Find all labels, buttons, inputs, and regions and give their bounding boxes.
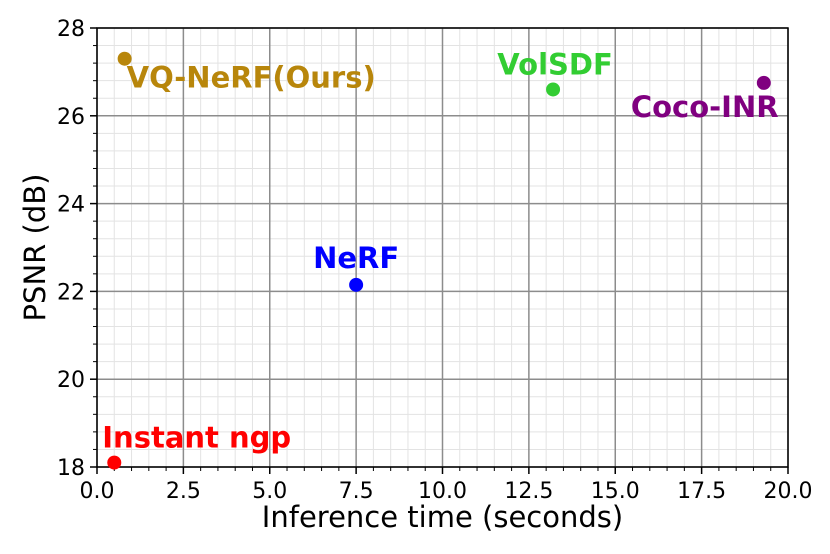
point-labels: VQ-NeRF(Ours) VolSDF Coco-INR NeRF Instant n… bbox=[102, 47, 778, 454]
data-point bbox=[546, 82, 561, 97]
point-label: NeRF bbox=[313, 241, 399, 275]
data-point bbox=[349, 277, 364, 292]
y-tick-label: 28 bbox=[57, 17, 85, 42]
data-point bbox=[107, 455, 122, 470]
y-tick-labels: 18 20 22 24 26 28 bbox=[57, 17, 85, 481]
data-point bbox=[117, 51, 132, 66]
point-label: Coco-INR bbox=[631, 90, 779, 124]
x-tick-label: 7.5 bbox=[339, 479, 374, 504]
y-tick-label: 22 bbox=[57, 280, 85, 305]
y-tick-label: 24 bbox=[57, 193, 85, 218]
x-tick-label: 17.5 bbox=[677, 479, 726, 504]
point-label: Instant ngp bbox=[102, 421, 291, 455]
x-tick-label: 5.0 bbox=[252, 479, 287, 504]
data-point bbox=[756, 75, 771, 90]
data-points bbox=[107, 51, 771, 470]
x-axis-title: Inference time (seconds) bbox=[262, 500, 623, 534]
x-tick-label: 10.0 bbox=[418, 479, 467, 504]
y-tick-label: 20 bbox=[57, 368, 85, 393]
x-tick-label: 20.0 bbox=[764, 479, 813, 504]
point-label: VQ-NeRF(Ours) bbox=[127, 61, 376, 95]
point-label: VolSDF bbox=[497, 47, 613, 81]
x-tick-labels: 0.0 2.5 5.0 7.5 10.0 12.5 15.0 17.5 20.0 bbox=[80, 479, 813, 504]
y-tick-label: 18 bbox=[57, 456, 85, 481]
y-axis-title: PSNR (dB) bbox=[18, 174, 52, 322]
x-tick-label: 12.5 bbox=[504, 479, 553, 504]
axis-ticks bbox=[90, 27, 789, 474]
x-tick-label: 2.5 bbox=[166, 479, 201, 504]
x-tick-label: 15.0 bbox=[591, 479, 640, 504]
x-tick-label: 0.0 bbox=[80, 479, 115, 504]
y-tick-label: 26 bbox=[57, 105, 85, 130]
